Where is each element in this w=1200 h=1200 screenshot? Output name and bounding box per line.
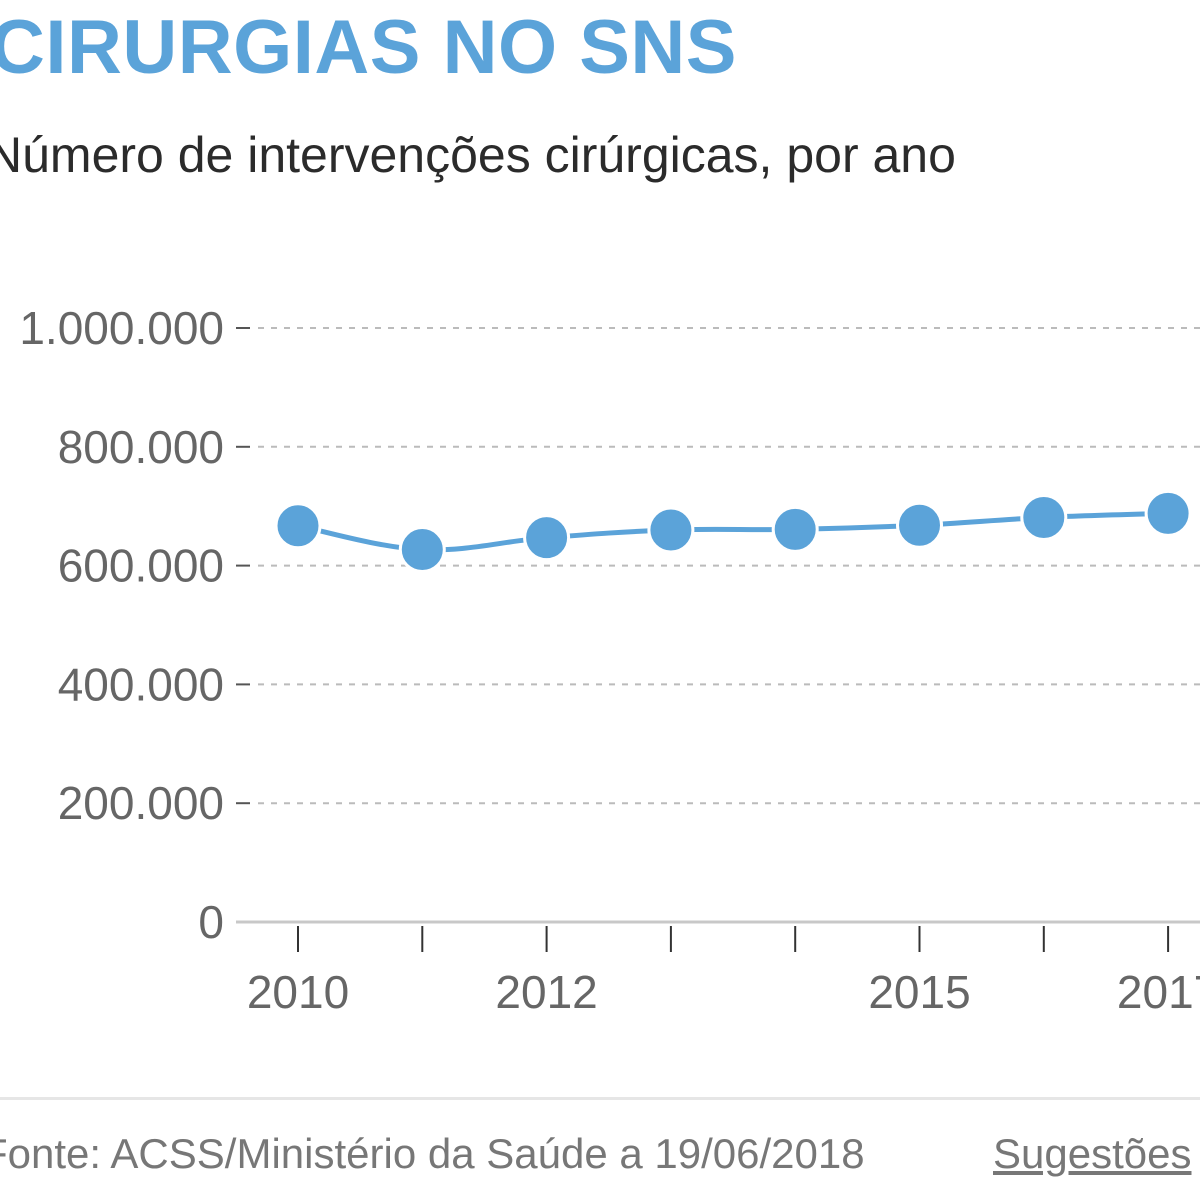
y-tick-label: 600.000 (58, 540, 224, 592)
grid-lines (236, 327, 1200, 805)
x-tick-label: 2012 (495, 966, 597, 1018)
x-tick-label: 2010 (247, 966, 349, 1018)
y-axis: 0 200.000 400.000 600.000 800.000 1.000.000 (19, 302, 224, 948)
data-point (398, 526, 446, 574)
data-point (647, 506, 695, 554)
x-tick-label: 2017 (1117, 966, 1200, 1018)
footer-divider (0, 1097, 1200, 1100)
series-layer (274, 489, 1192, 574)
data-point (523, 514, 571, 562)
y-tick-label: 400.000 (58, 658, 224, 710)
y-tick-label: 200.000 (58, 777, 224, 829)
x-tick-labels: 2010 2012 2015 2017 (247, 966, 1200, 1018)
data-point (771, 505, 819, 553)
chart-title: CIRURGIAS NO SNS (0, 5, 737, 90)
y-tick-label: 0 (198, 896, 224, 948)
data-point (896, 501, 943, 549)
suggestions-link[interactable]: Sugestões (993, 1130, 1192, 1177)
data-point (1020, 493, 1068, 541)
data-point (1144, 489, 1192, 537)
y-tick-label: 1.000.000 (19, 302, 224, 354)
x-tick-label: 2015 (868, 966, 970, 1018)
y-tick-label: 800.000 (58, 421, 224, 473)
x-axis (236, 920, 1200, 952)
chart-subtitle: Número de intervenções cirúrgicas, por a… (0, 127, 956, 183)
line-chart: 0 200.000 400.000 600.000 800.000 1.000.000 2… (19, 302, 1200, 1018)
source-note: Fonte: ACSS/Ministério da Saúde a 19/06/… (0, 1130, 865, 1177)
data-point (274, 502, 322, 550)
